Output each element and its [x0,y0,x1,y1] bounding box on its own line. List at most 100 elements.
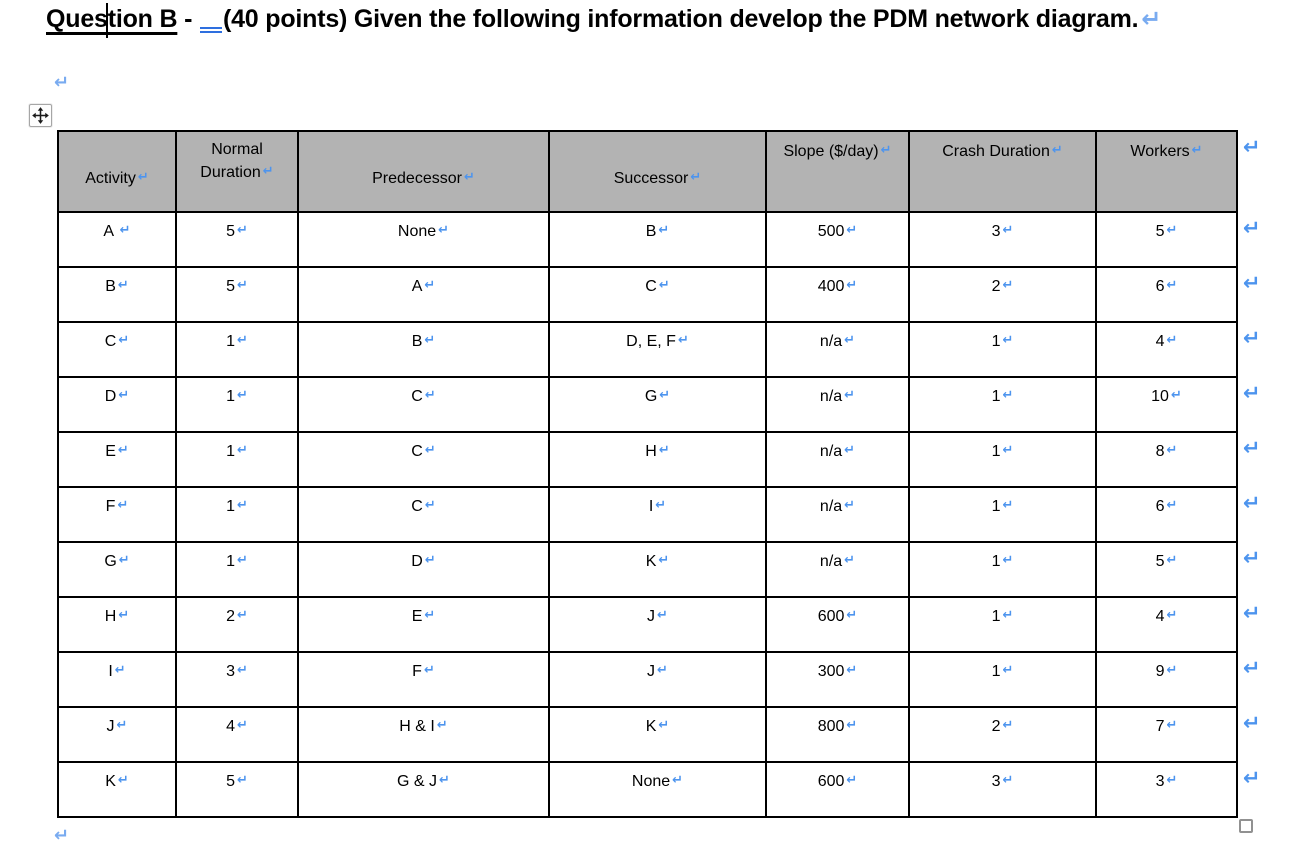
table-cell[interactable]: None ↵ [548,761,767,818]
table-cell[interactable]: D ↵ [57,376,177,433]
table-cell[interactable]: D, E, F ↵ [548,321,767,378]
table-cell[interactable]: 1 ↵ [175,541,299,598]
table-cell[interactable]: 1 ↵ [908,376,1097,433]
table-cell[interactable]: C ↵ [297,486,550,543]
table-cell[interactable]: 600 ↵ [765,761,910,818]
table-cell[interactable]: J ↵ [548,596,767,653]
table-cell[interactable]: K ↵ [57,761,177,818]
cell-mark-icon: ↵ [1170,387,1182,402]
header-cell-successor[interactable]: Successor ↵ [548,130,767,213]
table-cell[interactable]: 5 ↵ [175,211,299,268]
table-cell[interactable]: H ↵ [57,596,177,653]
cell-text: 5 [226,223,235,240]
row-end-mark-icon: ↵ [1243,547,1261,570]
table-cell[interactable]: n/a ↵ [765,431,910,488]
table-cell[interactable]: 5 ↵ [175,761,299,818]
table-cell[interactable]: K ↵ [548,706,767,763]
table-cell[interactable]: 400 ↵ [765,266,910,323]
table-cell[interactable]: I ↵ [57,651,177,708]
table-cell[interactable]: 800 ↵ [765,706,910,763]
table-cell[interactable]: 6 ↵ [1095,486,1238,543]
table-cell[interactable]: E ↵ [297,596,550,653]
table-cell[interactable]: 500 ↵ [765,211,910,268]
table-cell[interactable]: 1 ↵ [908,541,1097,598]
table-cell[interactable]: 2 ↵ [175,596,299,653]
table-cell[interactable]: J ↵ [548,651,767,708]
table-move-handle[interactable] [29,104,52,127]
table-cell[interactable]: 8 ↵ [1095,431,1238,488]
header-cell-workers[interactable]: Workers ↵ [1095,130,1238,213]
table-cell[interactable]: F ↵ [57,486,177,543]
table-cell[interactable]: n/a ↵ [765,376,910,433]
table-cell[interactable]: F ↵ [297,651,550,708]
table-cell[interactable]: 1 ↵ [175,376,299,433]
table-cell[interactable]: 3 ↵ [908,211,1097,268]
cell-text: 5 [226,773,235,790]
table-cell[interactable]: 3 ↵ [175,651,299,708]
table-cell[interactable]: E ↵ [57,431,177,488]
cell-text: J [647,663,656,680]
table-cell[interactable]: 1 ↵ [908,596,1097,653]
table-cell[interactable]: 4 ↵ [175,706,299,763]
table-cell[interactable]: 1 ↵ [175,321,299,378]
table-cell[interactable]: 1 ↵ [908,486,1097,543]
cell-text: E [411,608,423,625]
paragraph-mark-icon: ↵ [54,825,70,845]
table-cell[interactable]: C ↵ [297,376,550,433]
table-cell[interactable]: C ↵ [57,321,177,378]
table-cell[interactable]: 5 ↵ [1095,541,1238,598]
cell-mark-icon: ↵ [423,662,435,677]
table-cell[interactable]: I ↵ [548,486,767,543]
table-cell[interactable]: 1 ↵ [175,431,299,488]
cell-text: 600 [817,773,845,790]
table-cell[interactable]: 4 ↵ [1095,596,1238,653]
table-cell[interactable]: A ↵ [57,211,177,268]
table-cell[interactable]: 1 ↵ [908,321,1097,378]
table-cell[interactable]: 2 ↵ [908,266,1097,323]
table-cell[interactable]: 5 ↵ [1095,211,1238,268]
table-cell[interactable]: 1 ↵ [175,486,299,543]
table-cell[interactable]: 300 ↵ [765,651,910,708]
table-cell[interactable]: 2 ↵ [908,706,1097,763]
table-cell[interactable]: A ↵ [297,266,550,323]
table-cell[interactable]: 3 ↵ [1095,761,1238,818]
table-cell[interactable]: 3 ↵ [908,761,1097,818]
table-cell[interactable]: n/a ↵ [765,541,910,598]
table-cell[interactable]: 5 ↵ [175,266,299,323]
table-cell[interactable]: J ↵ [57,706,177,763]
header-cell-crash-duration[interactable]: Crash Duration ↵ [908,130,1097,213]
table-resize-handle[interactable] [1239,819,1253,833]
table-cell[interactable]: H & I ↵ [297,706,550,763]
table-cell[interactable]: G & J ↵ [297,761,550,818]
table-cell[interactable]: K ↵ [548,541,767,598]
table-cell[interactable]: 1 ↵ [908,651,1097,708]
table-cell[interactable]: B ↵ [548,211,767,268]
table-cell[interactable]: 600 ↵ [765,596,910,653]
cell-text: 6 [1155,278,1165,295]
header-cell-predecessor[interactable]: Predecessor ↵ [297,130,550,213]
cell-text: H & I [399,718,435,735]
cell-mark-icon: ↵ [1002,332,1014,347]
table-cell[interactable]: 10 ↵ [1095,376,1238,433]
table-cell[interactable]: n/a ↵ [765,486,910,543]
header-cell-slope[interactable]: Slope ($/day) ↵ [765,130,910,213]
table-cell[interactable]: n/a ↵ [765,321,910,378]
table-cell[interactable]: D ↵ [297,541,550,598]
table-cell[interactable]: B ↵ [57,266,177,323]
table-cell[interactable]: B ↵ [297,321,550,378]
table-cell[interactable]: 7 ↵ [1095,706,1238,763]
table-cell[interactable]: 9 ↵ [1095,651,1238,708]
table-cell[interactable]: H ↵ [548,431,767,488]
cell-text: G & J [397,773,438,790]
table-cell[interactable]: G ↵ [548,376,767,433]
row-end-mark-icon: ↵ [1243,492,1261,515]
table-cell[interactable]: C ↵ [297,431,550,488]
table-cell[interactable]: 6 ↵ [1095,266,1238,323]
table-cell[interactable]: C ↵ [548,266,767,323]
table-cell[interactable]: 1 ↵ [908,431,1097,488]
table-cell[interactable]: None ↵ [297,211,550,268]
header-cell-activity[interactable]: Activity ↵ [57,130,177,213]
table-cell[interactable]: 4 ↵ [1095,321,1238,378]
table-cell[interactable]: G ↵ [57,541,177,598]
header-cell-normal-duration[interactable]: Normal Duration ↵ [175,130,299,213]
